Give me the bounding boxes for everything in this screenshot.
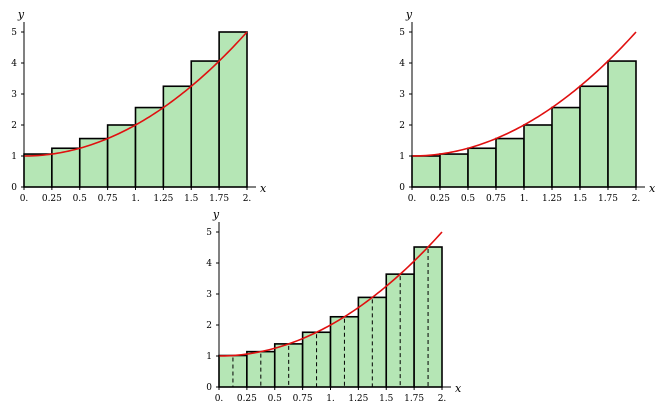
bar-4 xyxy=(134,106,165,188)
bar-7 xyxy=(607,60,637,188)
x-tick-label: 1.25 xyxy=(153,194,173,204)
bar-1 xyxy=(439,153,469,188)
y-tick-label: 1 xyxy=(399,152,405,162)
y-tick-label: 1 xyxy=(206,352,212,362)
bar-5 xyxy=(162,85,193,188)
bar-2 xyxy=(273,343,304,388)
x-tick-label: 0.25 xyxy=(237,394,257,404)
y-tick-label: 2 xyxy=(399,121,405,131)
x-tick-label: 0.75 xyxy=(293,394,313,404)
x-tick-label: 2. xyxy=(243,194,252,204)
y-tick-label: 5 xyxy=(399,28,405,38)
x-tick-label: 0.5 xyxy=(73,194,88,204)
x-tick-label: 0. xyxy=(408,194,417,204)
bar-3 xyxy=(495,137,525,188)
x-axis-label: x xyxy=(260,182,267,195)
y-tick-label: 0 xyxy=(399,183,405,193)
y-tick-label: 3 xyxy=(399,90,405,100)
y-tick-label: 4 xyxy=(206,259,212,269)
x-tick-label: 1. xyxy=(131,194,140,204)
x-tick-label: 2. xyxy=(438,394,447,404)
x-tick-label: 0.75 xyxy=(486,194,506,204)
x-tick-label: 1.75 xyxy=(598,194,618,204)
bar-7 xyxy=(218,31,248,188)
y-tick-label: 2 xyxy=(206,321,212,331)
x-tick-label: 0.5 xyxy=(461,194,476,204)
x-tick-label: 0.25 xyxy=(42,194,62,204)
bar-2 xyxy=(467,147,497,188)
y-tick-label: 4 xyxy=(11,59,17,69)
y-tick-label: 2 xyxy=(11,121,17,131)
x-tick-label: 1.25 xyxy=(542,194,562,204)
x-tick-label: 0. xyxy=(215,394,224,404)
y-tick-label: 5 xyxy=(206,228,212,238)
y-tick-label: 0 xyxy=(206,383,212,393)
x-axis-label: x xyxy=(455,382,462,395)
right-endpoint-chart: 0. 0.25 0.5 0.75 1. 1.25 1.5 1.75 2. 0 1 2 3 4 5 x y xyxy=(399,8,656,204)
bar-5 xyxy=(551,106,581,188)
y-tick-label: 3 xyxy=(11,90,17,100)
bar-0 xyxy=(411,155,441,188)
x-tick-label: 1. xyxy=(326,394,335,404)
y-tick-label: 0 xyxy=(11,183,17,193)
bar-6 xyxy=(190,60,220,188)
left-endpoint-chart: 0. 0.25 0.5 0.75 1. 1.25 1.5 1.75 2. 0 1 2 3 4 5 x y xyxy=(11,8,267,204)
x-tick-label: 0.5 xyxy=(268,394,283,404)
y-tick-label: 4 xyxy=(399,59,405,69)
y-axis-label: y xyxy=(212,208,220,221)
function-curve xyxy=(218,231,443,357)
x-tick-label: 1.5 xyxy=(184,194,199,204)
bar-3 xyxy=(106,124,137,188)
y-tick-label: 3 xyxy=(206,290,212,300)
y-axis-label: y xyxy=(405,8,413,21)
midpoint-chart: 0. 0.25 0.5 0.75 1. 1.25 1.5 1.75 2. 0 1 2 3 4 5 x y xyxy=(206,208,462,404)
x-axis-label: x xyxy=(649,182,656,195)
x-tick-label: 1.75 xyxy=(209,194,229,204)
bar-0 xyxy=(23,153,53,188)
x-tick-label: 1.75 xyxy=(404,394,424,404)
x-tick-label: 1. xyxy=(520,194,529,204)
x-tick-label: 0.75 xyxy=(98,194,118,204)
function-curve xyxy=(23,31,248,157)
x-tick-label: 1.5 xyxy=(379,394,394,404)
y-tick-label: 1 xyxy=(11,152,17,162)
function-curve xyxy=(411,31,637,157)
bar-7 xyxy=(413,246,443,388)
x-tick-label: 0.25 xyxy=(430,194,450,204)
bar-6 xyxy=(579,85,609,188)
y-axis-label: y xyxy=(17,8,25,21)
x-tick-label: 1.25 xyxy=(348,394,368,404)
x-tick-label: 1.5 xyxy=(573,194,588,204)
bar-4 xyxy=(523,124,553,188)
x-tick-label: 0. xyxy=(20,194,29,204)
x-tick-label: 2. xyxy=(632,194,641,204)
y-tick-label: 5 xyxy=(11,28,17,38)
bar-2 xyxy=(78,137,109,188)
